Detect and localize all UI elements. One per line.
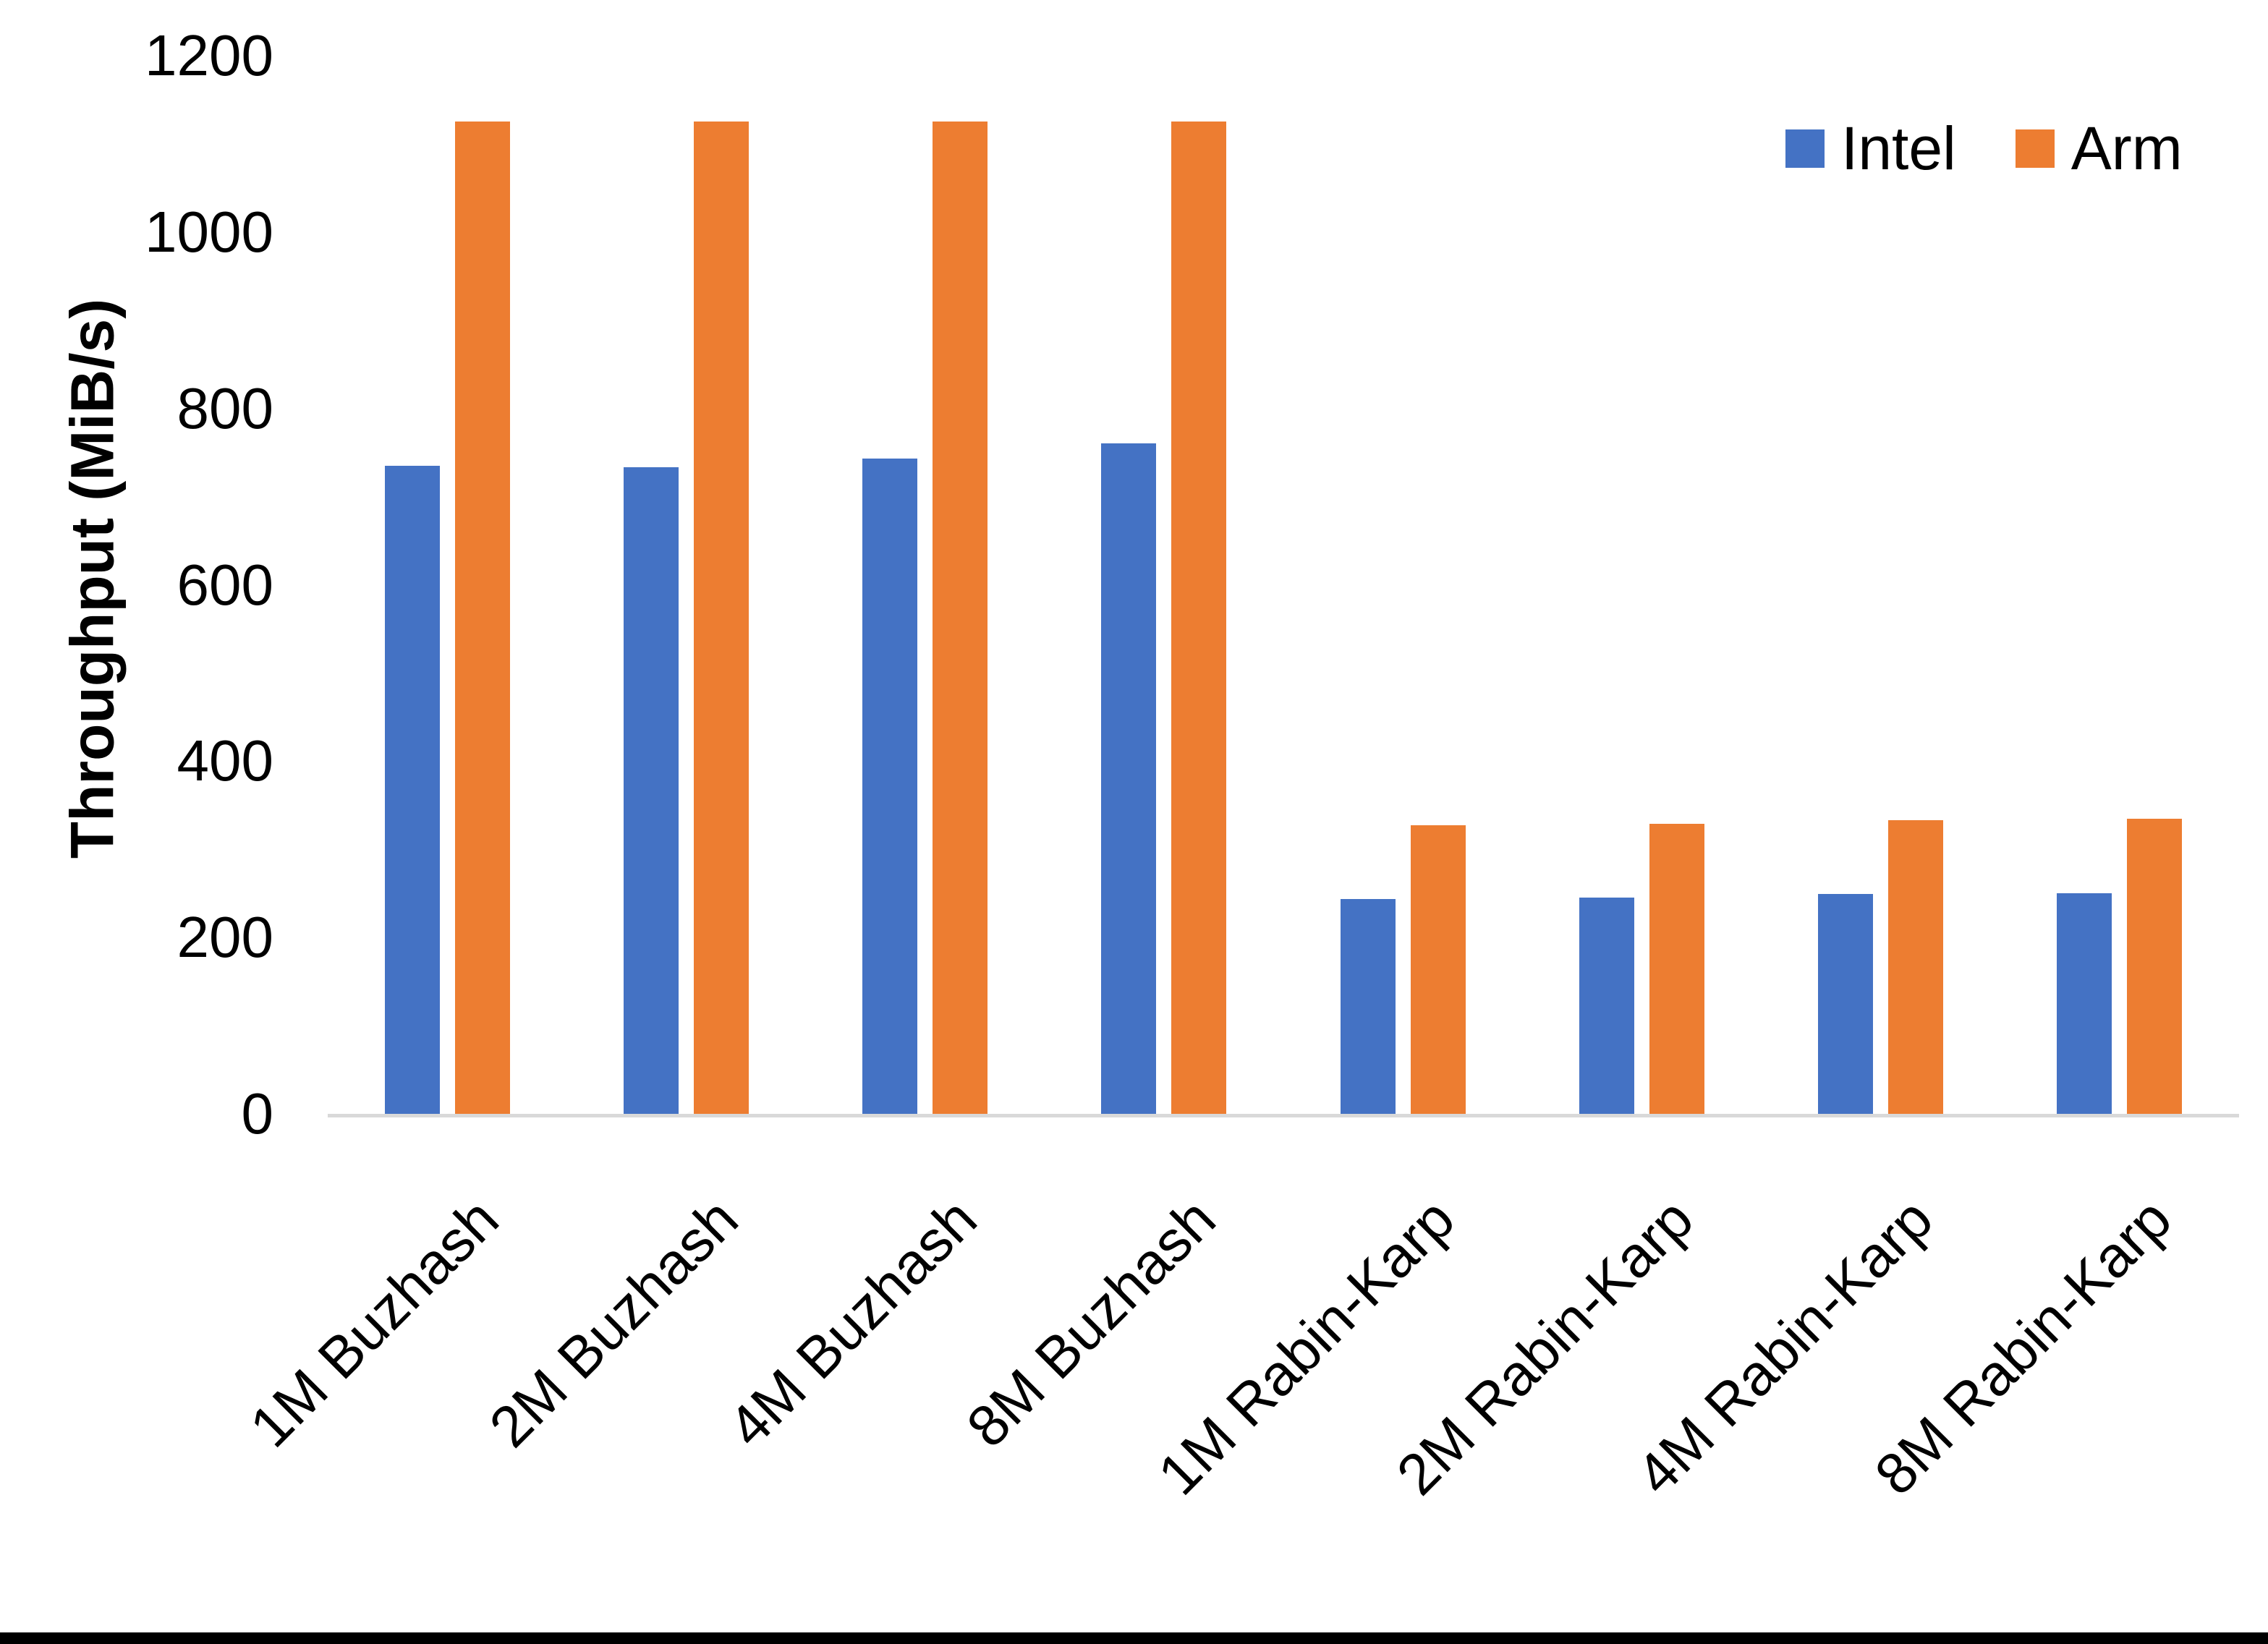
- y-tick-label-0: 0: [241, 1081, 274, 1146]
- bar-intel-1m-rabin-karp: [1340, 898, 1396, 1114]
- legend: Intel Arm: [1785, 114, 2183, 182]
- y-tick-label-600: 600: [177, 552, 273, 617]
- x-category-label-1m-buzhash: 1M Buzhash: [237, 1186, 511, 1460]
- legend-item-arm: Arm: [2015, 114, 2183, 182]
- bar-intel-8m-rabin-karp: [2057, 893, 2112, 1114]
- bar-intel-2m-rabin-karp: [1579, 898, 1634, 1114]
- bar-intel-8m-buzhash: [1101, 443, 1157, 1114]
- bar-arm-1m-buzhash: [454, 122, 510, 1114]
- bar-arm-2m-buzhash: [693, 122, 749, 1114]
- y-tick-label-1000: 1000: [145, 199, 273, 264]
- y-tick-label-800: 800: [177, 375, 273, 440]
- legend-item-intel: Intel: [1785, 118, 1956, 179]
- bar-arm-4m-buzhash: [933, 122, 988, 1114]
- x-category-label-2m-buzhash: 2M Buzhash: [477, 1186, 750, 1460]
- bar-arm-8m-rabin-karp: [2127, 818, 2183, 1114]
- legend-swatch-arm: [2015, 129, 2055, 168]
- bottom-edge-border: [0, 1632, 2268, 1644]
- bar-arm-2m-rabin-karp: [1649, 823, 1704, 1114]
- x-category-label-8m-buzhash: 8M Buzhash: [954, 1186, 1228, 1460]
- x-category-label-4m-buzhash: 4M Buzhash: [715, 1186, 989, 1460]
- bar-intel-2m-buzhash: [623, 467, 679, 1114]
- y-tick-label-200: 200: [177, 905, 273, 970]
- y-tick-label-1200: 1200: [145, 23, 273, 88]
- bar-arm-8m-buzhash: [1171, 122, 1227, 1114]
- bar-intel-4m-buzhash: [862, 459, 918, 1114]
- bar-arm-1m-rabin-karp: [1410, 825, 1466, 1114]
- x-axis-line: [328, 1114, 2239, 1117]
- bar-arm-4m-rabin-karp: [1888, 820, 1944, 1114]
- legend-label-intel: Intel: [1841, 114, 1956, 182]
- legend-swatch-intel: [1785, 129, 1825, 168]
- bar-intel-1m-buzhash: [384, 465, 440, 1114]
- legend-label-arm: Arm: [2070, 114, 2183, 182]
- y-tick-label-400: 400: [177, 728, 273, 793]
- bar-intel-4m-rabin-karp: [1818, 894, 1874, 1114]
